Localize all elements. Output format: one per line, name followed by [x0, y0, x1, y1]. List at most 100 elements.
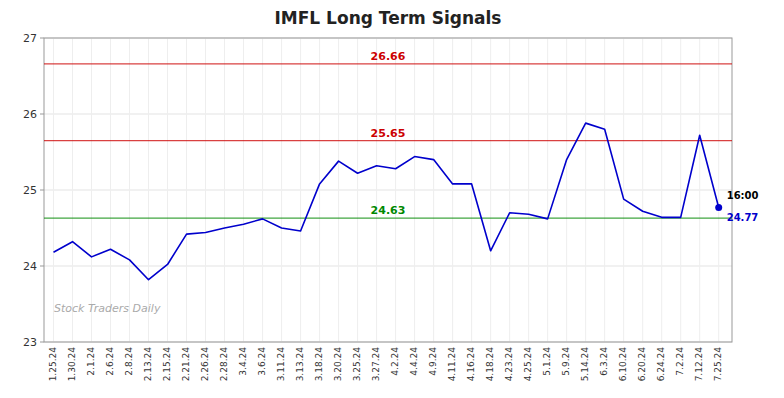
x-tick-label: 5.14.24 — [580, 347, 590, 382]
x-tick-label: 3.25.24 — [352, 347, 362, 382]
y-tick-label: 24 — [23, 260, 37, 273]
last-time-label: 16:00 — [727, 190, 759, 201]
grid-line — [395, 38, 396, 342]
x-tick-label: 3.18.24 — [314, 347, 324, 382]
y-tick — [40, 266, 44, 267]
reference-label: 26.66 — [371, 50, 406, 63]
x-tick-label: 2.28.24 — [219, 347, 229, 382]
x-tick-label: 1.30.24 — [67, 347, 77, 382]
plot-frame — [44, 38, 732, 342]
x-tick-label: 2.26.24 — [200, 347, 210, 382]
grid-line — [148, 38, 149, 342]
grid-line — [642, 38, 643, 342]
grid-line — [319, 38, 320, 342]
title: IMFL Long Term Signals — [275, 8, 502, 28]
y-tick-label: 27 — [23, 32, 37, 45]
x-tick-label: 4.2.24 — [390, 347, 400, 376]
x-tick-label: 5.1.24 — [542, 347, 552, 376]
x-tick-label: 3.4.24 — [238, 347, 248, 376]
x-tick-label: 5.9.24 — [561, 347, 571, 376]
reference-line — [44, 140, 732, 141]
grid-line — [110, 38, 111, 342]
x-tick-label: 6.3.24 — [599, 347, 609, 376]
x-tick-label: 2.15.24 — [162, 347, 172, 382]
watermark: Stock Traders Daily — [54, 302, 161, 315]
grid-line — [452, 38, 453, 342]
grid-line — [509, 38, 510, 342]
x-tick-label: 2.8.24 — [124, 347, 134, 376]
y-tick-label: 26 — [23, 108, 37, 121]
y-tick — [40, 114, 44, 115]
x-tick-label: 4.23.24 — [504, 347, 514, 382]
x-tick-label: 7.12.24 — [694, 347, 704, 382]
reference-line — [44, 63, 732, 64]
grid-line — [490, 38, 491, 342]
grid-line — [224, 38, 225, 342]
grid-line — [300, 38, 301, 342]
x-tick-label: 4.9.24 — [428, 347, 438, 376]
x-tick-label: 2.6.24 — [105, 347, 115, 376]
x-tick-label: 3.27.24 — [371, 347, 381, 382]
grid-line — [585, 38, 586, 342]
grid-line — [167, 38, 168, 342]
grid-line — [414, 38, 415, 342]
grid-line — [376, 38, 377, 342]
x-tick-label: 3.20.24 — [333, 347, 343, 382]
price-line — [54, 123, 719, 280]
x-tick-label: 4.16.24 — [466, 347, 476, 382]
grid-line — [547, 38, 548, 342]
grid-line — [661, 38, 662, 342]
grid-line — [604, 38, 605, 342]
grid-line — [262, 38, 263, 342]
x-tick-label: 2.13.24 — [143, 347, 153, 382]
x-tick-label: 4.4.24 — [409, 347, 419, 376]
reference-label: 24.63 — [371, 204, 406, 217]
last-point — [715, 204, 722, 211]
y-tick-label: 25 — [23, 184, 37, 197]
x-tick-label: 1.25.24 — [48, 347, 58, 382]
y-tick — [40, 38, 44, 39]
grid-line — [357, 38, 358, 342]
reference-label: 25.65 — [371, 127, 406, 140]
x-tick-label: 3.13.24 — [295, 347, 305, 382]
x-tick-label: 2.21.24 — [181, 347, 191, 382]
x-tick-label: 3.6.24 — [257, 347, 267, 376]
grid-line — [205, 38, 206, 342]
grid-line — [718, 38, 719, 342]
grid-line — [186, 38, 187, 342]
grid-line — [129, 38, 130, 342]
grid-line — [528, 38, 529, 342]
x-tick-label: 4.11.24 — [447, 347, 457, 382]
x-tick-label: 7.2.24 — [675, 347, 685, 376]
chart: 23 24 25 26 27 1.25.24 1.30.24 2.1.24 2.6.24 2.8.… — [0, 0, 784, 398]
reference-line — [44, 217, 732, 218]
grid-line — [281, 38, 282, 342]
grid-line — [433, 38, 434, 342]
last-value-label: 24.77 — [727, 212, 759, 223]
grid-line — [91, 38, 92, 342]
grid-line — [471, 38, 472, 342]
grid-line — [44, 114, 732, 115]
x-tick-label: 6.10.24 — [618, 347, 628, 382]
grid-line — [44, 190, 732, 191]
grid-line — [72, 38, 73, 342]
x-tick-label: 6.20.24 — [637, 347, 647, 382]
x-tick-label: 2.1.24 — [86, 347, 96, 376]
grid-line — [243, 38, 244, 342]
x-tick-label: 3.11.24 — [276, 347, 286, 382]
grid-line — [699, 38, 700, 342]
grid-line — [623, 38, 624, 342]
y-tick-label: 23 — [23, 336, 37, 349]
grid-line — [680, 38, 681, 342]
y-tick — [40, 342, 44, 343]
x-tick-label: 7.25.24 — [713, 347, 723, 382]
x-tick-label: 6.24.24 — [656, 347, 666, 382]
y-tick — [40, 190, 44, 191]
x-tick-label: 4.18.24 — [485, 347, 495, 382]
plot-area — [44, 38, 732, 342]
grid-line — [53, 38, 54, 342]
x-tick-label: 4.25.24 — [523, 347, 533, 382]
grid-line — [338, 38, 339, 342]
plot-marks — [44, 64, 732, 280]
grid-line — [44, 266, 732, 267]
